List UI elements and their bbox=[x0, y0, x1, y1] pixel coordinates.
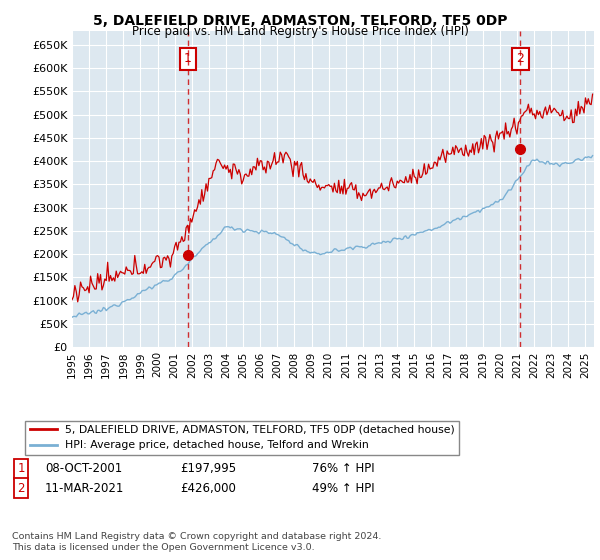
Text: 2: 2 bbox=[516, 52, 524, 65]
Text: £426,000: £426,000 bbox=[180, 482, 236, 495]
Text: 11-MAR-2021: 11-MAR-2021 bbox=[45, 482, 124, 495]
Legend: 5, DALEFIELD DRIVE, ADMASTON, TELFORD, TF5 0DP (detached house), HPI: Average pr: 5, DALEFIELD DRIVE, ADMASTON, TELFORD, T… bbox=[25, 421, 460, 455]
Text: 2: 2 bbox=[17, 482, 25, 495]
Text: 5, DALEFIELD DRIVE, ADMASTON, TELFORD, TF5 0DP: 5, DALEFIELD DRIVE, ADMASTON, TELFORD, T… bbox=[93, 14, 507, 28]
Text: 1: 1 bbox=[17, 462, 25, 475]
Text: £197,995: £197,995 bbox=[180, 462, 236, 475]
Text: Contains HM Land Registry data © Crown copyright and database right 2024.
This d: Contains HM Land Registry data © Crown c… bbox=[12, 532, 382, 552]
Text: Price paid vs. HM Land Registry's House Price Index (HPI): Price paid vs. HM Land Registry's House … bbox=[131, 25, 469, 38]
Text: 49% ↑ HPI: 49% ↑ HPI bbox=[312, 482, 374, 495]
Text: 76% ↑ HPI: 76% ↑ HPI bbox=[312, 462, 374, 475]
Text: 08-OCT-2001: 08-OCT-2001 bbox=[45, 462, 122, 475]
Text: 1: 1 bbox=[184, 52, 192, 65]
